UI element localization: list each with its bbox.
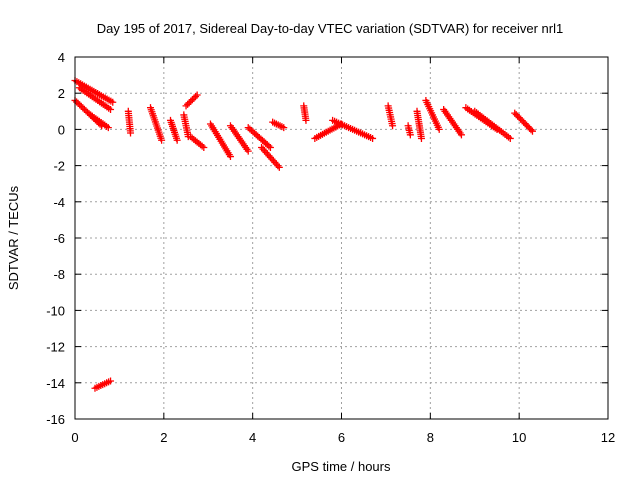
data-point [266, 144, 274, 151]
data-point [104, 124, 112, 132]
y-tick-label: -4 [53, 195, 65, 210]
y-axis-label: SDTVAR / TECUs [6, 185, 21, 290]
data-point [226, 153, 234, 161]
data-point [184, 100, 192, 108]
y-axis-ticks: -16 -14 -12 -10 -8 -6 -4 -2 0 2 4 [46, 50, 608, 427]
data-point [457, 131, 465, 139]
x-axis-ticks: 0 2 4 6 8 10 12 [71, 57, 615, 445]
y-tick-label: -16 [46, 412, 65, 427]
x-tick-label: 6 [338, 430, 345, 445]
data-point [182, 102, 190, 110]
x-axis-label: GPS time / hours [292, 459, 391, 474]
data-point [187, 97, 195, 105]
x-tick-label: 4 [249, 430, 256, 445]
data-point [109, 98, 117, 106]
y-tick-label: 4 [58, 50, 65, 65]
y-tick-label: -2 [53, 159, 65, 174]
data-point [506, 134, 514, 142]
data-point [417, 134, 425, 142]
data-point [527, 126, 535, 134]
y-tick-label: 2 [58, 86, 65, 101]
data-point [107, 105, 115, 113]
y-tick-label: -6 [53, 231, 65, 246]
data-point [107, 377, 115, 385]
data-point [528, 127, 536, 135]
y-tick-label: -14 [46, 376, 65, 391]
y-tick-label: -10 [46, 303, 65, 318]
data-point [127, 129, 135, 137]
x-tick-label: 0 [71, 430, 78, 445]
data-point [369, 134, 377, 142]
data-point [190, 94, 198, 102]
grid-lines [75, 57, 608, 419]
y-tick-label: -12 [46, 340, 65, 355]
x-tick-label: 2 [160, 430, 167, 445]
x-tick-label: 10 [512, 430, 526, 445]
chart-title: Day 195 of 2017, Sidereal Day-to-day VTE… [97, 21, 564, 36]
data-point [158, 136, 166, 144]
data-point [275, 163, 283, 171]
data-point [280, 124, 288, 132]
data-point [435, 125, 443, 133]
data-point [200, 144, 208, 151]
data-point [389, 122, 397, 130]
data-point [274, 162, 282, 170]
data-point [193, 91, 201, 99]
data-point [302, 116, 310, 124]
y-tick-label: 0 [58, 122, 65, 137]
data-point [192, 93, 200, 101]
y-tick-label: -8 [53, 267, 65, 282]
data-point [406, 131, 414, 139]
data-point [198, 142, 206, 150]
data-point [185, 99, 193, 107]
data-point [244, 147, 252, 155]
data-point [173, 136, 181, 144]
data-point [188, 96, 196, 104]
data-point [265, 142, 273, 150]
x-tick-label: 12 [601, 430, 615, 445]
data-points [71, 77, 536, 392]
x-tick-label: 8 [427, 430, 434, 445]
